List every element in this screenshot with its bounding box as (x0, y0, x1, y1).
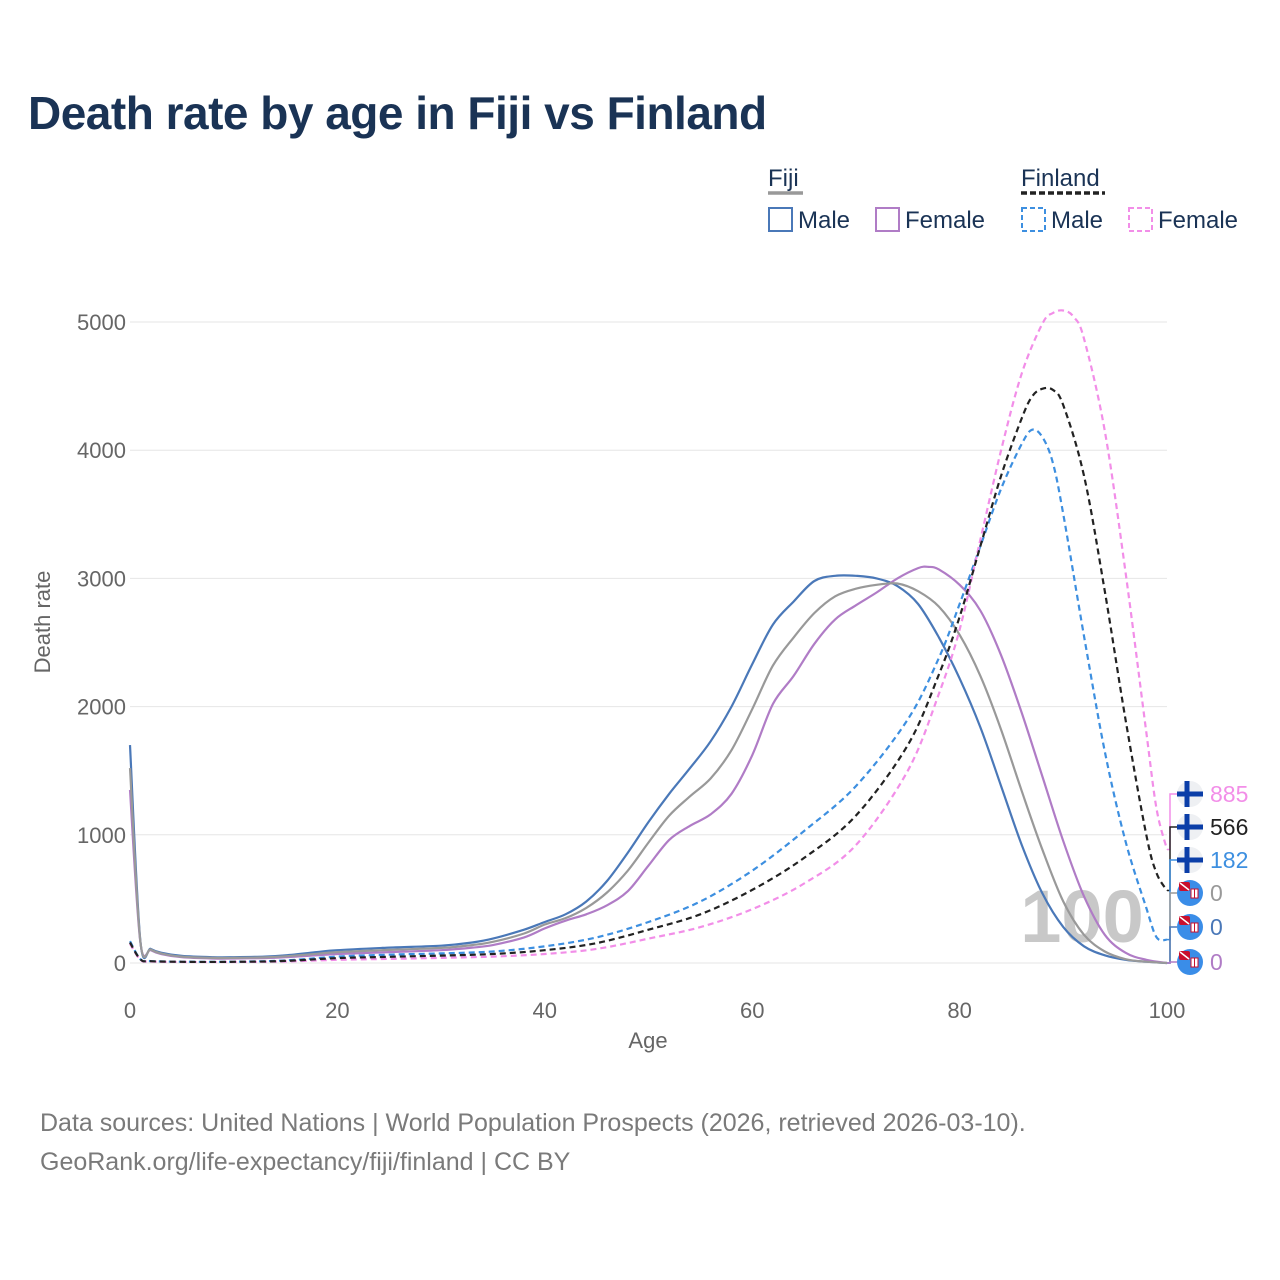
end-label-value: 182 (1210, 847, 1248, 873)
end-labels: 885 566 182 0 0 0 (1167, 781, 1248, 975)
y-tick-label: 1000 (77, 823, 126, 848)
y-tick-label: 4000 (77, 438, 126, 463)
legend-box-fiji-female[interactable] (875, 207, 900, 232)
x-tick-label: 60 (740, 998, 764, 1023)
y-tick-label: 3000 (77, 566, 126, 591)
legend-group-finland[interactable]: Finland (1021, 165, 1100, 192)
legend[interactable]: Fiji Male Female Finland Male Female (768, 165, 1238, 234)
end-label-connector (1167, 793, 1177, 851)
end-label-connector (1167, 826, 1177, 892)
legend-box-finland-female[interactable] (1128, 207, 1153, 232)
finland-flag-icon (1177, 781, 1203, 807)
fiji-flag-icon (1177, 880, 1203, 906)
legend-group-fiji[interactable]: Fiji (768, 165, 799, 192)
source-line-2[interactable]: GeoRank.org/life-expectancy/fiji/finland… (40, 1148, 571, 1176)
x-tick-label: 80 (947, 998, 971, 1023)
series-line-finland-female[interactable] (129, 309, 1169, 964)
legend-box-finland-male[interactable] (1021, 207, 1046, 232)
end-label-value: 566 (1210, 814, 1248, 840)
source-note: Data sources: United Nations | World Pop… (40, 1104, 1026, 1182)
end-label-connector (1167, 926, 1177, 964)
series-group (128, 309, 1169, 965)
x-tick-label: 40 (533, 998, 557, 1023)
end-label-value: 0 (1210, 914, 1223, 940)
finland-flag-icon (1177, 814, 1203, 840)
ticks-group: 0 1000 2000 3000 4000 5000 0 20 40 60 80 100 (77, 310, 1185, 1023)
series-line-finland-total[interactable] (129, 386, 1168, 964)
x-axis-label: Age (628, 1028, 667, 1053)
legend-label-fiji-female[interactable]: Female (905, 207, 985, 234)
x-tick-label: 0 (124, 998, 136, 1023)
series-line-finland-male[interactable] (129, 428, 1168, 963)
axis-labels: Age Death rate (30, 571, 668, 1053)
end-label-connector (1167, 961, 1177, 964)
fiji-flag-icon (1177, 914, 1203, 940)
legend-box-fiji-male[interactable] (768, 207, 793, 232)
y-tick-label: 5000 (77, 310, 126, 335)
finland-flag-icon (1177, 847, 1203, 873)
legend-label-finland-male[interactable]: Male (1051, 207, 1103, 234)
end-label-connector (1167, 892, 1177, 964)
legend-label-fiji-male[interactable]: Male (798, 207, 850, 234)
x-tick-label: 100 (1149, 998, 1186, 1023)
end-label-value: 0 (1210, 880, 1223, 906)
y-axis-label: Death rate (30, 571, 55, 674)
fiji-flag-icon (1177, 949, 1203, 975)
series-line-fiji-male[interactable] (128, 574, 1168, 965)
y-tick-label: 2000 (77, 695, 126, 720)
y-tick-label: 0 (114, 951, 126, 976)
end-label-value: 0 (1210, 949, 1223, 975)
legend-label-finland-female[interactable]: Female (1158, 207, 1238, 234)
end-label-value: 885 (1210, 781, 1248, 807)
series-line-fiji-female[interactable] (128, 565, 1168, 965)
x-tick-label: 20 (325, 998, 349, 1023)
series-line-fiji-total[interactable] (128, 582, 1168, 965)
source-line-1: Data sources: United Nations | World Pop… (40, 1109, 1026, 1137)
page-title: Death rate by age in Fiji vs Finland (28, 87, 767, 139)
grid (130, 321, 1167, 964)
